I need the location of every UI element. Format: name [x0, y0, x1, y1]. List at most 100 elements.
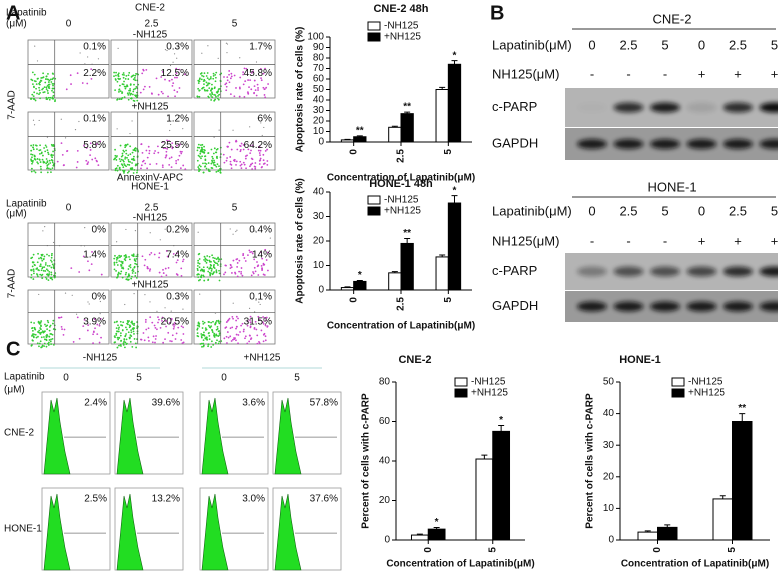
x-tick-label: 5 [727, 547, 738, 553]
event-dot [253, 328, 256, 330]
bar [435, 256, 449, 291]
error-bar [433, 527, 440, 530]
event-dot [147, 145, 150, 148]
event-dot [129, 264, 132, 266]
plot-frame [110, 222, 193, 278]
event-dot [45, 336, 48, 339]
event-dot [124, 87, 127, 90]
event-dot [96, 333, 99, 336]
event-dot [249, 165, 251, 168]
event-dot [204, 329, 207, 331]
event-dot [41, 277, 44, 280]
event-dot [213, 271, 215, 273]
dose-label: 2.5 [619, 203, 637, 218]
event-dot [31, 71, 34, 74]
event-dot [235, 164, 237, 166]
event-dot [52, 322, 54, 325]
event-dot [121, 260, 124, 263]
event-dot [159, 326, 162, 329]
event-dot [96, 323, 99, 326]
error-bar [439, 86, 446, 90]
event-dot [37, 331, 39, 333]
event-dot [30, 170, 33, 173]
event-dot [153, 324, 156, 327]
event-dot [75, 313, 78, 315]
event-dot [204, 257, 207, 260]
event-dot [246, 324, 249, 327]
error-bar [416, 533, 423, 536]
significance-star: * [453, 50, 457, 61]
event-dot [242, 73, 244, 76]
event-dot [218, 322, 221, 325]
percent-label: 13.2% [152, 494, 180, 505]
event-dot [149, 163, 151, 166]
event-dot [133, 322, 136, 325]
significance-star: * [453, 185, 457, 196]
event-dot [143, 85, 146, 88]
event-dot [134, 87, 137, 90]
event-dot [50, 259, 52, 262]
event-dot [173, 89, 176, 92]
event-dot [39, 165, 42, 168]
event-dot [245, 167, 247, 170]
event-dot [206, 266, 209, 269]
band [759, 139, 778, 149]
y-tick-label: 50 [313, 84, 325, 95]
event-dot [52, 82, 55, 85]
event-dot [213, 136, 215, 138]
event-dot [233, 337, 235, 339]
event-dot [117, 77, 120, 80]
histogram-shape [116, 493, 144, 571]
event-dot [130, 97, 133, 100]
event-dot [47, 153, 50, 156]
event-dot [32, 339, 34, 342]
event-dot [225, 159, 228, 162]
event-dot [115, 156, 118, 158]
event-dot [249, 319, 251, 321]
event-dot [181, 260, 184, 263]
event-dot [39, 273, 42, 276]
event-dot [261, 257, 264, 260]
event-dot [244, 157, 247, 160]
event-dot [202, 339, 205, 342]
event-dot [255, 94, 258, 97]
event-dot [99, 312, 101, 315]
dose-label: 2.5 [145, 19, 159, 30]
event-dot [41, 273, 44, 276]
event-dot [42, 230, 44, 232]
event-dot [30, 78, 33, 81]
event-dot [208, 78, 211, 81]
event-dot [45, 162, 48, 165]
y-tick-label: 20 [313, 236, 325, 247]
event-dot [182, 333, 185, 335]
event-dot [94, 327, 96, 330]
event-dot [263, 162, 266, 165]
event-dot [36, 60, 39, 62]
event-dot [31, 93, 34, 96]
event-dot [136, 99, 139, 102]
event-dot [208, 338, 211, 341]
event-dot [147, 336, 150, 339]
event-dot [207, 343, 210, 346]
event-dot [234, 272, 237, 275]
event-dot [179, 167, 182, 170]
event-dot [131, 275, 133, 278]
event-dot [130, 92, 132, 95]
event-dot [214, 341, 217, 344]
event-dot [216, 91, 219, 94]
event-dot [263, 263, 266, 266]
band [686, 139, 717, 149]
event-dot [51, 144, 54, 147]
event-dot [93, 318, 96, 321]
event-dot [218, 165, 220, 168]
event-dot [46, 85, 49, 87]
event-dot [47, 151, 49, 154]
event-dot [101, 42, 103, 45]
lapatinib-label: Lapatinib [4, 372, 45, 383]
event-dot [235, 160, 238, 163]
event-dot [116, 276, 118, 279]
dose-label: 2.5 [619, 37, 637, 52]
event-dot [35, 336, 38, 339]
event-dot [44, 81, 47, 84]
event-dot [162, 272, 165, 274]
